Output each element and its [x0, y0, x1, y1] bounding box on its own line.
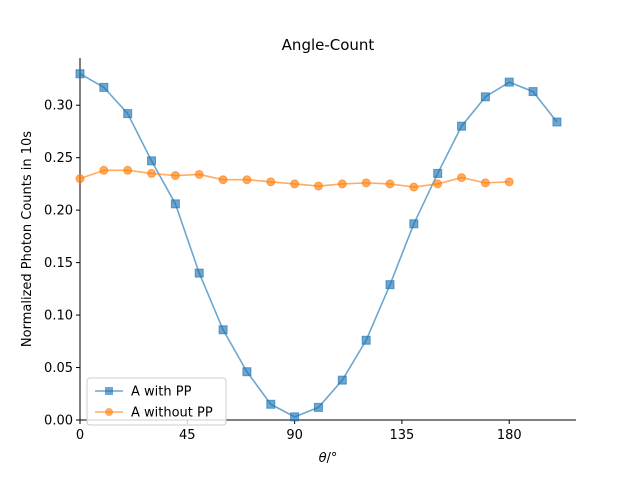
data-point	[147, 168, 157, 178]
legend-label: A without PP	[131, 406, 213, 421]
plot-area	[79, 58, 576, 421]
data-point	[313, 402, 323, 412]
data-point	[385, 179, 395, 189]
data-point	[361, 335, 371, 345]
data-point	[361, 178, 371, 188]
legend-label: A with PP	[131, 385, 192, 400]
data-point	[385, 280, 395, 290]
data-point	[75, 174, 85, 184]
x-axis-label: θ/°	[319, 451, 338, 466]
series-a-without-pp	[75, 165, 514, 192]
data-point	[528, 87, 538, 97]
data-point	[480, 178, 490, 188]
x-axis-label-unit: /°	[327, 451, 338, 466]
data-point	[409, 182, 419, 192]
data-point	[194, 169, 204, 179]
y-axis-label: Normalized Photon Counts in 10s	[20, 131, 35, 347]
data-point	[218, 325, 228, 335]
data-point	[337, 179, 347, 189]
data-point	[123, 165, 133, 175]
legend: A with PP A without PP	[86, 377, 227, 426]
data-point	[457, 173, 467, 183]
chart-title: Angle-Count	[282, 36, 375, 54]
legend-marker	[105, 408, 113, 416]
data-point	[433, 168, 443, 178]
y-tick-label: 0.25	[44, 151, 73, 166]
data-point	[170, 171, 180, 181]
series-line	[79, 73, 558, 418]
y-tick-label: 0.00	[44, 414, 73, 429]
data-point	[194, 268, 204, 278]
series-a-with-pp	[75, 69, 562, 422]
data-point	[75, 69, 85, 79]
y-tick-label: 0.15	[44, 256, 73, 271]
data-point	[147, 156, 157, 166]
x-ticks: 0 45 90 135 180	[76, 420, 522, 443]
x-tick-label: 90	[286, 428, 303, 443]
data-point	[337, 375, 347, 385]
data-point	[480, 92, 490, 102]
x-tick-label: 0	[76, 428, 84, 443]
y-tick-label: 0.10	[44, 309, 73, 324]
data-point	[504, 77, 514, 87]
x-tick-label: 135	[390, 428, 415, 443]
data-point	[99, 82, 109, 92]
data-point	[99, 165, 109, 175]
y-ticks: 0.00 0.05 0.10 0.15 0.20 0.25 0.30	[44, 99, 80, 429]
data-point	[433, 179, 443, 189]
data-point	[552, 117, 562, 127]
x-tick-label: 45	[179, 428, 196, 443]
data-point	[409, 219, 419, 229]
data-point	[170, 199, 180, 209]
data-point	[290, 412, 300, 422]
y-tick-label: 0.30	[44, 99, 73, 114]
data-point	[123, 109, 133, 119]
data-point	[266, 177, 276, 187]
x-axis-label-symbol: θ	[319, 451, 327, 466]
data-point	[266, 399, 276, 409]
data-point	[242, 367, 252, 377]
y-tick-label: 0.20	[44, 204, 73, 219]
data-point	[504, 177, 514, 187]
data-point	[242, 175, 252, 185]
legend-marker	[105, 387, 113, 395]
data-point	[313, 181, 323, 191]
series-layer	[75, 69, 562, 422]
data-point	[218, 175, 228, 185]
x-tick-label: 180	[497, 428, 522, 443]
legend-box	[86, 377, 227, 426]
y-tick-label: 0.05	[44, 361, 73, 376]
data-point	[290, 179, 300, 189]
data-point	[457, 121, 467, 131]
